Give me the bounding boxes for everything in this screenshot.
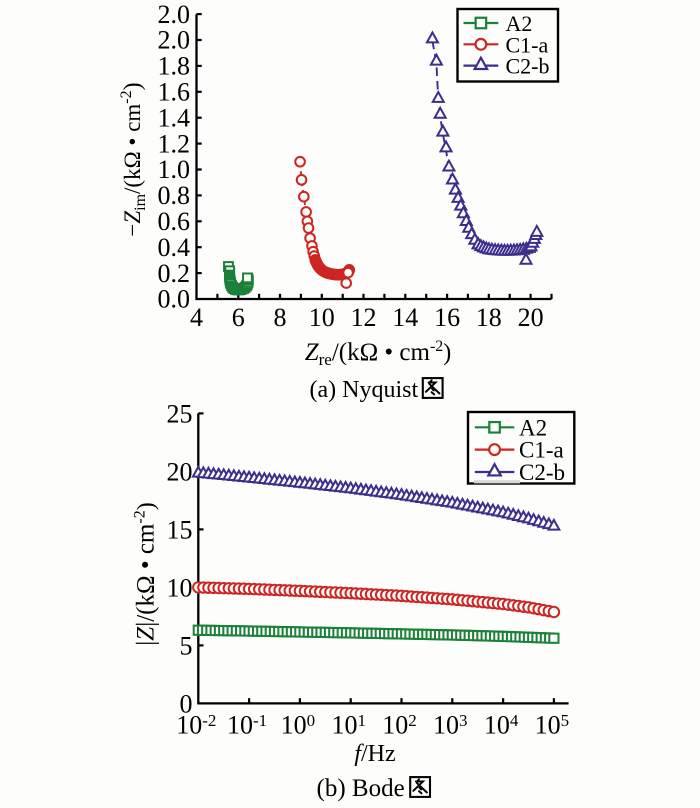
svg-text:1.8: 1.8 [158, 52, 191, 81]
svg-text:6: 6 [232, 303, 245, 332]
svg-text:|Z|/(kΩ • cm-2): |Z|/(kΩ • cm-2) [132, 502, 160, 645]
svg-text:5: 5 [180, 631, 193, 660]
svg-text:C1-a: C1-a [506, 32, 549, 57]
svg-text:12: 12 [351, 303, 377, 332]
svg-text:16: 16 [434, 303, 460, 332]
svg-text:10: 10 [167, 573, 193, 602]
svg-text:0.0: 0.0 [158, 285, 191, 314]
svg-text:25: 25 [167, 399, 193, 428]
svg-text:1.0: 1.0 [158, 155, 191, 184]
svg-text:Zre/(kΩ • cm-2): Zre/(kΩ • cm-2) [305, 338, 452, 369]
svg-text:C2-b: C2-b [506, 54, 550, 79]
svg-text:14: 14 [392, 303, 418, 332]
svg-text:0.8: 0.8 [158, 181, 191, 210]
svg-text:0.2: 0.2 [158, 259, 191, 288]
svg-text:1.6: 1.6 [158, 78, 191, 107]
svg-text:10-2: 10-2 [176, 711, 216, 740]
svg-text:0.6: 0.6 [158, 207, 191, 236]
svg-text:A2: A2 [506, 11, 533, 36]
svg-text:2.0: 2.0 [158, 26, 191, 55]
svg-text:8: 8 [274, 303, 287, 332]
svg-text:−Zim/(kΩ • cm-2): −Zim/(kΩ • cm-2) [118, 82, 149, 236]
svg-text:(b) Bode: (b) Bode [317, 775, 405, 802]
svg-text:f/Hz: f/Hz [354, 741, 395, 767]
svg-text:2.0: 2.0 [158, 0, 191, 29]
svg-text:102: 102 [382, 711, 417, 740]
svg-text:15: 15 [167, 515, 193, 544]
svg-text:20: 20 [518, 303, 544, 332]
svg-text:20: 20 [167, 457, 193, 486]
svg-text:C2-b: C2-b [519, 460, 565, 485]
svg-text:0.4: 0.4 [158, 233, 191, 262]
svg-text:4: 4 [190, 303, 203, 332]
svg-text:1.4: 1.4 [158, 103, 191, 132]
svg-text:10: 10 [309, 303, 335, 332]
svg-text:A2: A2 [519, 415, 547, 440]
svg-text:C1-a: C1-a [519, 438, 564, 463]
svg-text:0: 0 [180, 689, 193, 718]
svg-text:18: 18 [476, 303, 502, 332]
svg-text:(a) Nyquist: (a) Nyquist [310, 377, 419, 403]
svg-text:1.2: 1.2 [158, 129, 191, 158]
